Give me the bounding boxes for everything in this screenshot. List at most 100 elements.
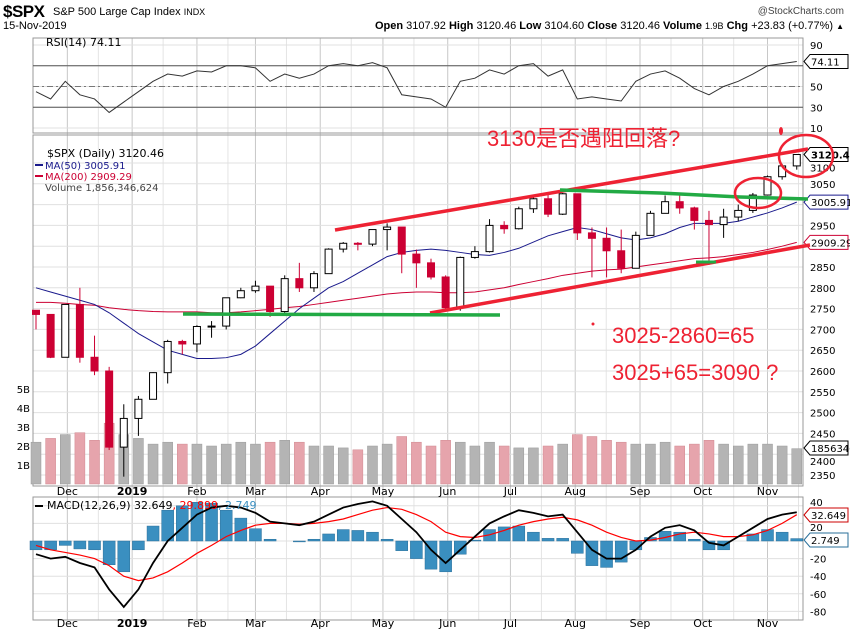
candle-body [75, 303, 84, 358]
candle-body [397, 226, 406, 255]
candle-body [309, 273, 318, 289]
candle-body [573, 193, 582, 234]
macd-swatch [35, 505, 43, 507]
candle-body [719, 216, 728, 226]
rsi-panel [33, 60, 803, 114]
volume-bar [645, 443, 656, 485]
x-axis-label: Sep [630, 485, 651, 498]
macd-signal-line [35, 506, 798, 582]
volume-bar [762, 443, 773, 485]
macd-histogram-bar [263, 538, 277, 542]
x-axis-label: Nov [757, 617, 779, 630]
volume-bar [220, 443, 232, 485]
volume-tick-label: 2B [17, 442, 30, 453]
macd-histogram-bar [117, 540, 131, 573]
volume-bar [615, 441, 627, 485]
macd-histogram-bar [775, 531, 789, 542]
macd-histogram-bar [336, 529, 350, 542]
x-axis-label: Nov [757, 485, 779, 498]
ma200-line [36, 241, 797, 314]
macd-line [35, 500, 797, 609]
candle-body [192, 325, 201, 345]
rsi-last-label: 74.11 [811, 57, 840, 68]
price-tick-label: 2750 [810, 305, 835, 316]
macd-histogram-bar [410, 540, 423, 559]
volume-bar [352, 449, 364, 485]
volume-tick-label: 1B [17, 461, 30, 472]
volume-last-label: 1856346 [811, 444, 850, 455]
volume-bar [264, 441, 276, 485]
macd-histogram-bar [702, 540, 716, 551]
volume-bar [133, 438, 144, 485]
macd-histogram-bar [395, 540, 408, 551]
candle-body [339, 242, 348, 250]
macd-tick-label: -60 [810, 590, 826, 601]
x-axis-label: Feb [187, 617, 206, 630]
volume-bar [718, 443, 729, 485]
macd-histogram-bar [351, 530, 365, 542]
volume-bar [747, 443, 759, 485]
candle-body [646, 212, 655, 236]
price-tick-label: 2700 [810, 325, 835, 336]
x-axis-label: Apr [311, 485, 331, 498]
candle-body [32, 309, 40, 315]
chg-value: +23.83 (+0.77%) [751, 20, 834, 32]
rsi-tick-label: 90 [810, 41, 823, 52]
volume-bar [381, 443, 393, 485]
volume-bar [659, 441, 671, 485]
macd-hist: , 2.749 [218, 499, 256, 512]
volume-bar [425, 445, 437, 485]
high-value: 3120.46 [476, 20, 517, 32]
candle-body [134, 398, 143, 419]
macd-histogram-bar [293, 540, 306, 543]
price-tick-label: 2500 [810, 409, 835, 420]
annotations: 3130是否遇阻回落? 3025-2860=65 3025+65=3090 ? [182, 126, 835, 385]
chg-label: Chg [726, 20, 748, 32]
macd-histogram-bar [102, 540, 116, 566]
candle-body [236, 290, 245, 299]
price-tick-label: 2650 [810, 346, 835, 357]
volume-bar [586, 436, 598, 485]
macd-tick-label: 20 [810, 523, 823, 534]
macd-signal: , 29.899 [173, 499, 218, 512]
circle-highlight-top [777, 133, 835, 179]
volume-label: Volume [663, 20, 702, 32]
macd-histogram-bar [73, 540, 87, 550]
volume-tick-label: 5B [17, 385, 30, 396]
candle-body [266, 285, 275, 313]
candle-body [602, 237, 611, 252]
price-tick-label: 2350 [810, 471, 835, 482]
macd-histogram-bar [556, 538, 569, 542]
close-value: 3120.46 [620, 20, 660, 32]
x-axis-label: Jun [438, 617, 456, 630]
red-dot-mark [779, 127, 783, 135]
exchange: INDX [183, 7, 206, 17]
x-axis-label: Sep [630, 617, 651, 630]
volume-bar [411, 441, 422, 485]
macd-main: MACD(12,26,9) 32.649 [47, 499, 173, 512]
volume-bar [484, 441, 495, 485]
ma50-last-label: 3005.91 [811, 198, 850, 209]
price-tick-label: 2950 [810, 221, 835, 232]
macd-last-label-box [803, 507, 849, 523]
volume-bar [367, 445, 378, 485]
ma200-last-label: 2909.29 [811, 238, 850, 249]
candle-body [149, 372, 158, 400]
volume-bar [674, 445, 685, 485]
volume-last-label-box [803, 440, 849, 456]
candle-body [704, 219, 713, 226]
macd-histogram-bar [541, 538, 555, 542]
macd-histogram-bar [497, 526, 511, 542]
volume-bar [542, 445, 554, 485]
macd-legend: MACD(12,26,9) 32.649, 29.899, 2.749 [47, 499, 257, 512]
candle-body [427, 262, 436, 278]
candle-body [617, 250, 626, 269]
close-label: Close [587, 20, 618, 32]
volume-bar [162, 441, 173, 485]
candle-body [485, 224, 494, 253]
macd-tick-label: -20 [810, 555, 826, 566]
macd-histogram-bar [219, 509, 233, 542]
volume-bar [469, 445, 481, 485]
price-tick-label: 3050 [810, 180, 835, 191]
